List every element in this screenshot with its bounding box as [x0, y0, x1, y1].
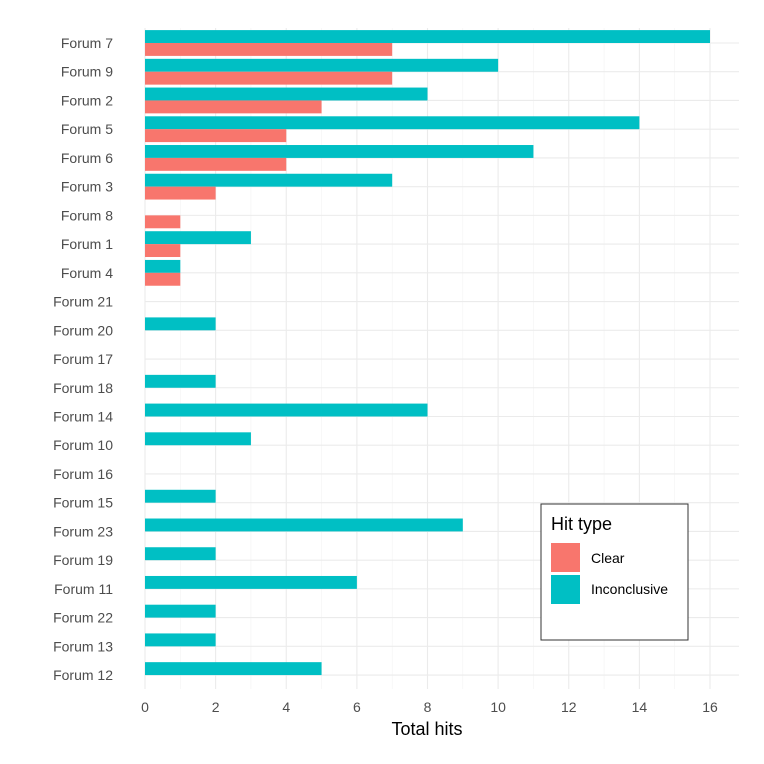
x-tick-label: 10	[490, 699, 506, 715]
bar-inconclusive	[145, 518, 463, 532]
y-tick-label: Forum 12	[53, 667, 113, 683]
y-tick-label: Forum 21	[53, 294, 113, 310]
legend-label-inconclusive: Inconclusive	[591, 581, 668, 597]
x-tick-label: 4	[282, 699, 290, 715]
y-tick-label: Forum 15	[53, 495, 113, 511]
bar-inconclusive	[145, 604, 216, 618]
x-tick-label: 14	[632, 699, 648, 715]
bar-inconclusive	[145, 116, 640, 130]
bar-inconclusive	[145, 58, 499, 72]
x-tick-label: 16	[702, 699, 718, 715]
y-tick-label: Forum 8	[61, 207, 113, 223]
x-tick-label: 12	[561, 699, 577, 715]
bar-clear	[145, 186, 216, 200]
bar-inconclusive	[145, 87, 428, 101]
y-tick-label: Forum 16	[53, 466, 113, 482]
bar-clear	[145, 71, 393, 85]
y-tick-label: Forum 6	[61, 150, 113, 166]
bar-inconclusive	[145, 145, 534, 158]
y-tick-label: Forum 20	[53, 322, 113, 338]
bar-inconclusive	[145, 403, 428, 417]
bar-inconclusive	[145, 259, 181, 273]
y-tick-label: Forum 9	[61, 64, 113, 80]
bar-clear	[145, 244, 181, 258]
legend-title: Hit type	[551, 514, 612, 534]
y-tick-label: Forum 14	[53, 408, 113, 424]
bar-inconclusive	[145, 575, 357, 589]
y-tick-label: Forum 11	[54, 581, 113, 597]
y-tick-label: Forum 22	[53, 610, 113, 626]
y-tick-label: Forum 1	[61, 236, 113, 252]
y-tick-label: Forum 7	[61, 35, 113, 51]
bar-clear	[145, 100, 322, 114]
bar-inconclusive	[145, 374, 216, 388]
bar-inconclusive	[145, 173, 393, 187]
bar-inconclusive	[145, 432, 251, 446]
bar-inconclusive	[145, 547, 216, 561]
bar-inconclusive	[145, 317, 216, 331]
x-tick-label: 6	[353, 699, 361, 715]
x-tick-labels: 0 2 4 6 8 10 12 14 16	[141, 699, 718, 715]
y-tick-label: Forum 13	[53, 638, 113, 654]
y-tick-label: Forum 4	[61, 265, 113, 281]
bar-inconclusive	[145, 633, 216, 647]
bar-clear	[145, 157, 287, 171]
bar-inconclusive	[145, 231, 251, 245]
x-axis-title: Total hits	[391, 719, 462, 739]
bar-clear	[145, 272, 181, 286]
bar-clear	[145, 215, 181, 229]
y-tick-label: Forum 2	[61, 92, 113, 108]
y-tick-label: Forum 23	[53, 523, 113, 539]
y-tick-labels: Forum 7 Forum 9 Forum 2 Forum 5 Forum 6 Forum…	[53, 35, 113, 683]
bar-inconclusive	[145, 489, 216, 503]
y-tick-label: Forum 19	[53, 552, 113, 568]
x-tick-label: 0	[141, 699, 149, 715]
y-tick-label: Forum 18	[53, 380, 113, 396]
x-tick-label: 2	[212, 699, 220, 715]
bars	[145, 30, 710, 676]
bar-inconclusive	[145, 662, 322, 676]
legend-swatch-clear	[551, 543, 580, 572]
y-tick-label: Forum 10	[53, 437, 113, 453]
legend-swatch-inconclusive	[551, 575, 580, 604]
y-tick-label: Forum 5	[61, 121, 113, 137]
bar-clear	[145, 129, 287, 143]
bar-inconclusive	[145, 30, 710, 43]
bar-clear	[145, 43, 393, 56]
legend-label-clear: Clear	[591, 550, 625, 566]
legend: Hit type Clear Inconclusive	[540, 503, 689, 641]
y-tick-label: Forum 3	[61, 179, 113, 195]
y-tick-label: Forum 17	[53, 351, 113, 367]
x-tick-label: 8	[424, 699, 432, 715]
